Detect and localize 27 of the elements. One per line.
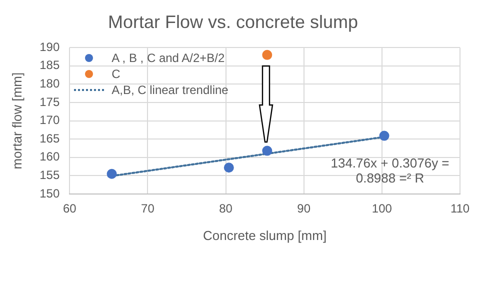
x-tick-label: 90 xyxy=(297,202,311,216)
point xyxy=(262,50,272,60)
legend-label: A , B , C and A/2+B/2 xyxy=(112,50,225,65)
x-tick-label: 80 xyxy=(219,202,233,216)
y-tick-label: 185 xyxy=(40,58,60,72)
y-tick-label: 155 xyxy=(40,168,60,182)
chart-title: Mortar Flow vs. concrete slump xyxy=(108,12,358,32)
y-tick-label: 180 xyxy=(40,76,60,91)
annotation: 134.76x + 0.3076y = 0.8988 =² R xyxy=(330,156,450,186)
y-tick-label: 160 xyxy=(40,150,60,164)
x-tick-label: 70 xyxy=(141,202,155,216)
x-axis-title: Concrete slump [mm] xyxy=(203,228,327,243)
legend-label: C xyxy=(112,66,120,81)
legend-label: A,B, C linear trendline xyxy=(112,82,228,97)
y-tick-label: 175 xyxy=(40,94,60,109)
x-tick-label: 100 xyxy=(372,202,392,216)
x-tick-label: 110 xyxy=(450,202,470,216)
point xyxy=(379,130,390,141)
y-tick-label: 150 xyxy=(40,186,60,200)
y-axis-title: mortar flow [mm] xyxy=(9,72,24,170)
point xyxy=(224,162,234,173)
y-tick-label: 165 xyxy=(40,131,60,146)
point xyxy=(106,168,117,179)
point xyxy=(262,146,272,156)
x-tick-label: 60 xyxy=(62,202,77,216)
y-tick-label: 170 xyxy=(40,113,60,128)
y-tick-label: 190 xyxy=(40,40,60,54)
